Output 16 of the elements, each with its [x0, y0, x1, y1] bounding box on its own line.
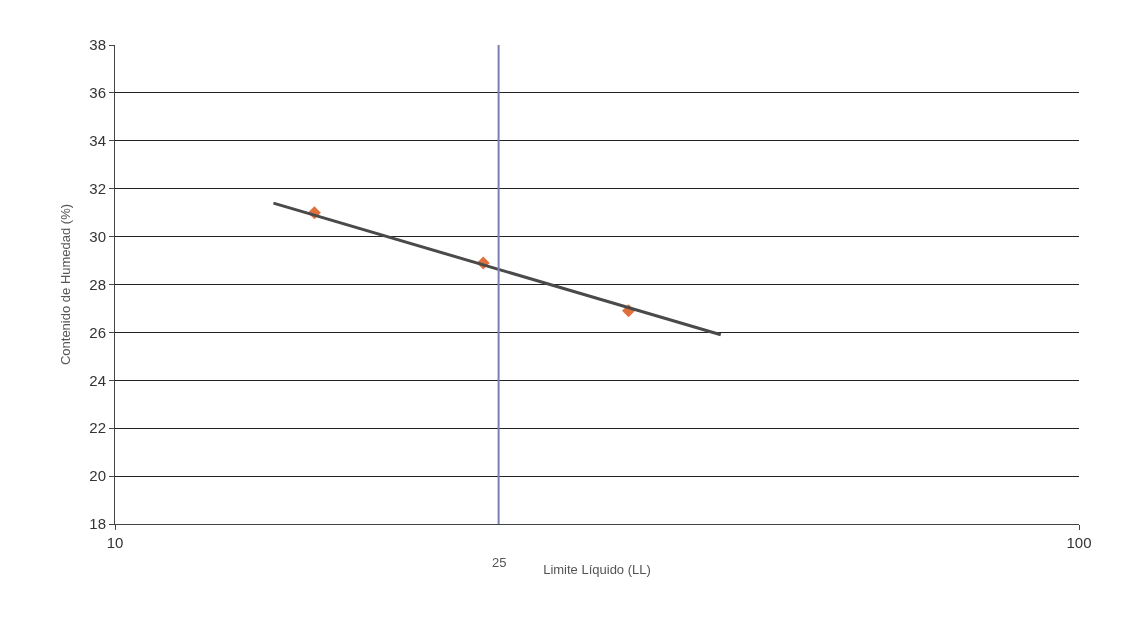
y-axis-title: Contenido de Humedad (%)	[58, 203, 74, 366]
x-tick-label: 10	[106, 534, 124, 551]
x-axis-title: Limite Líquido (LL)	[543, 561, 651, 577]
y-tick-label: 26	[89, 323, 106, 341]
y-tick-label: 30	[89, 227, 106, 245]
y-tick-label: 18	[89, 515, 106, 533]
y-tick-label: 28	[89, 275, 106, 293]
y-tick-label: 36	[89, 84, 106, 102]
x-tick-label: 100	[1066, 534, 1092, 551]
y-tick-label: 38	[89, 36, 106, 54]
y-tick-label: 20	[89, 467, 106, 485]
ref-line-label: 25	[492, 555, 507, 570]
y-tick-label: 34	[89, 132, 106, 150]
y-tick-label: 32	[89, 179, 106, 197]
y-tick-label: 22	[89, 419, 106, 437]
y-tick-label: 24	[89, 371, 106, 389]
